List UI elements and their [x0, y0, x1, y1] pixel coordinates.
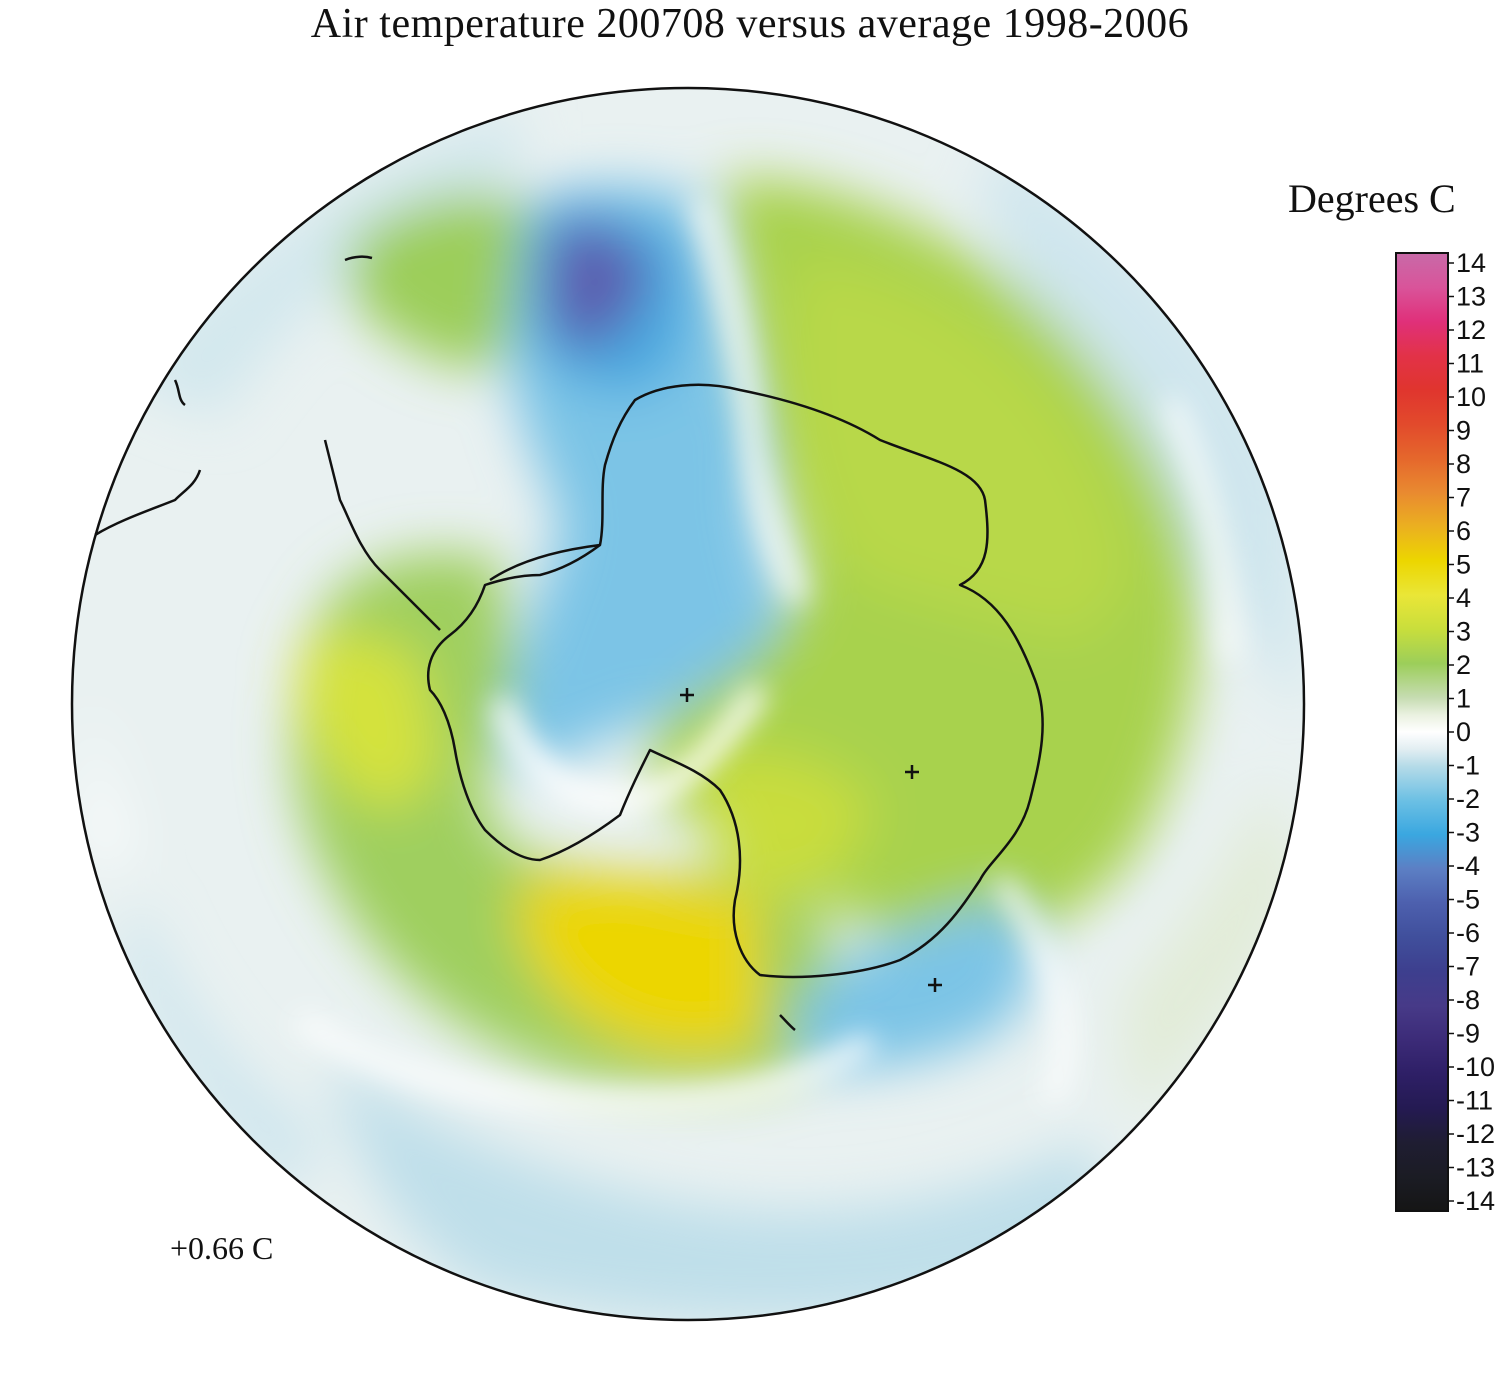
temperature-anomaly-field [72, 88, 1304, 1320]
map-boundary [70, 86, 1306, 1322]
global-mean-label: +0.66 C [170, 1230, 274, 1266]
legend-tick-label: -11 [1456, 1086, 1493, 1116]
islands-c [779, 1014, 796, 1031]
legend-tick-label: 11 [1456, 349, 1484, 379]
legend-tick-label: 2 [1456, 650, 1471, 680]
legend-tick-label: -5 [1456, 885, 1480, 915]
legend-tick-label: -14 [1456, 1186, 1495, 1216]
legend-tick-label: -1 [1456, 751, 1480, 781]
legend-tick-label: 6 [1456, 516, 1471, 546]
legend-tick-label: 14 [1456, 248, 1486, 278]
pole-marker-icon [680, 688, 694, 702]
legend-tick-label: 8 [1456, 449, 1471, 479]
legend-tick-label: -13 [1456, 1153, 1495, 1183]
legend-tick-label: 13 [1456, 282, 1486, 312]
legend-tick-label: 5 [1456, 550, 1471, 580]
south-america-tip [94, 469, 202, 537]
legend-tick-label: 7 [1456, 483, 1471, 513]
legend-tick-label: 1 [1456, 684, 1471, 714]
legend-unit-label: Degrees C [1288, 176, 1456, 221]
legend-tick-label: 9 [1456, 416, 1471, 446]
legend-tick-label: -9 [1456, 1019, 1480, 1049]
islands-a [173, 379, 186, 407]
legend-tick-label: 12 [1456, 315, 1486, 345]
legend-tick-label: -2 [1456, 784, 1480, 814]
legend-tick-label: 4 [1456, 583, 1471, 613]
islands-b [344, 255, 373, 262]
color-legend: 14131211109876543210-1-2-3-4-5-6-7-8-9-1… [1395, 248, 1495, 1216]
legend-tick-label: 0 [1456, 717, 1471, 747]
legend-tick-label: -4 [1456, 851, 1480, 881]
legend-tick-label: 10 [1456, 382, 1486, 412]
legend-tick-label: 3 [1456, 617, 1471, 647]
antarctic-peninsula [323, 439, 441, 631]
ice-shelf-edge [489, 543, 601, 582]
antarctica-coastline [426, 383, 1044, 979]
legend-color-bar [1395, 252, 1449, 1212]
legend-tick-label: -12 [1456, 1119, 1495, 1149]
legend-tick-label: -8 [1456, 985, 1480, 1015]
station-marker-icon [905, 765, 919, 779]
station-markers [680, 688, 942, 992]
legend-ticks: 14131211109876543210-1-2-3-4-5-6-7-8-9-1… [1448, 248, 1495, 1216]
coastlines [94, 255, 1044, 1031]
station-marker-icon [928, 978, 942, 992]
legend-tick-label: -10 [1456, 1052, 1495, 1082]
legend-tick-label: -6 [1456, 918, 1480, 948]
legend-tick-label: -7 [1456, 952, 1480, 982]
legend-tick-label: -3 [1456, 818, 1480, 848]
map-title: Air temperature 200708 versus average 19… [310, 1, 1190, 47]
